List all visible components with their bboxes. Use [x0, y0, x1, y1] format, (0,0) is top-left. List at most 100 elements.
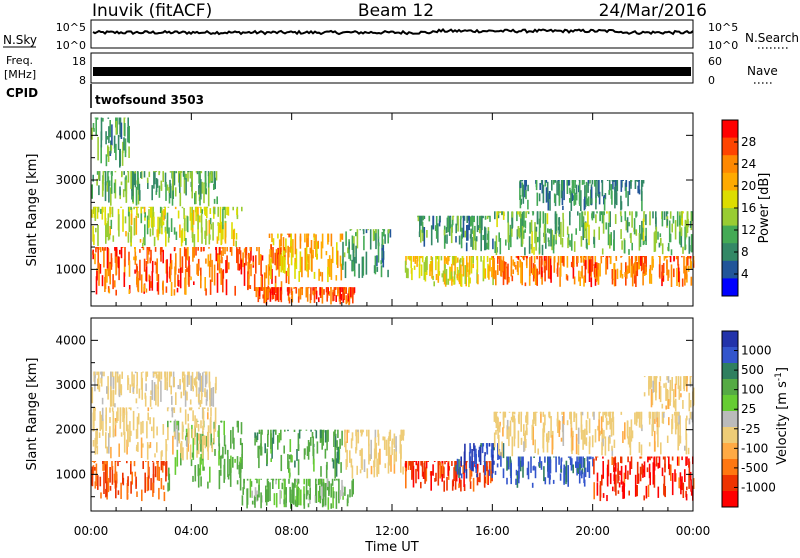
velocity-cell	[105, 481, 108, 497]
power-cell	[489, 257, 491, 272]
power-cell	[573, 256, 575, 267]
power-cell	[103, 248, 105, 268]
power-cell	[353, 287, 356, 293]
velocity-cell	[184, 409, 187, 425]
power-cell	[309, 247, 312, 254]
power-cell	[495, 235, 498, 255]
velocity-cell	[229, 459, 231, 476]
velocity-cell	[655, 456, 658, 467]
velocity-cell	[459, 466, 461, 476]
power-cell	[123, 272, 126, 287]
power-cell	[262, 294, 264, 299]
velocity-cell	[412, 461, 414, 467]
velocity-cell	[384, 463, 387, 469]
power-cell	[469, 216, 472, 227]
velocity-cell	[319, 478, 321, 485]
power-cell	[661, 264, 663, 278]
velocity-cell	[266, 478, 269, 488]
power-cell	[601, 211, 604, 224]
power-cell	[148, 206, 151, 208]
velocity-cell	[566, 420, 569, 426]
velocity-cell	[92, 407, 95, 418]
velocity-cell	[504, 411, 507, 418]
power-cell	[106, 268, 108, 283]
power-cell	[562, 205, 564, 210]
power-cell	[524, 247, 526, 256]
power-cell	[567, 237, 569, 249]
velocity-cell	[134, 471, 137, 477]
power-cell	[527, 211, 530, 215]
power-cell	[608, 211, 611, 223]
power-cell	[293, 287, 295, 289]
power-cell	[482, 234, 484, 241]
power-cell	[229, 247, 232, 253]
velocity-cell	[93, 419, 95, 427]
velocity-cell	[275, 429, 277, 435]
velocity-cell	[120, 432, 123, 437]
power-cell	[543, 224, 546, 243]
power-cell	[601, 248, 604, 255]
velocity-cell	[539, 411, 542, 414]
power-cell	[222, 209, 224, 230]
power-cell	[389, 229, 392, 238]
power-cell	[241, 206, 243, 212]
power-cell	[582, 225, 584, 241]
power-cell	[208, 172, 211, 184]
power-cell	[566, 180, 568, 186]
power-cell	[628, 256, 631, 274]
velocity-cell	[103, 471, 105, 494]
power-cell	[134, 269, 136, 274]
power-cell	[596, 266, 599, 277]
velocity-cell	[585, 420, 588, 435]
velocity-cell	[168, 467, 170, 480]
power-cell	[236, 208, 238, 216]
velocity-cell	[110, 446, 112, 459]
power-cell	[214, 177, 216, 190]
power-cell	[369, 229, 372, 250]
power-cell	[201, 227, 203, 244]
velocity-cell	[115, 471, 118, 488]
velocity-cell	[368, 429, 370, 447]
power-cell	[584, 211, 586, 216]
power-cell	[127, 232, 130, 243]
velocity-cell	[640, 411, 643, 420]
velocity-cell	[197, 464, 200, 477]
power-cell	[407, 268, 409, 279]
power-cell	[378, 242, 380, 247]
velocity-cell	[671, 456, 674, 461]
velocity-cell	[157, 461, 159, 462]
power-cell	[290, 248, 293, 266]
velocity-cell	[522, 456, 524, 466]
power-cell	[98, 171, 101, 181]
velocity-cell	[454, 461, 456, 469]
power-cell	[508, 235, 510, 250]
velocity-cell	[205, 398, 208, 406]
velocity-cell	[337, 447, 339, 464]
velocity-cell	[500, 452, 502, 467]
power-cell	[99, 247, 102, 253]
velocity-cell	[236, 456, 239, 470]
power-cell	[318, 297, 320, 303]
power-cell	[443, 256, 446, 272]
velocity-cell	[542, 428, 544, 449]
power-cell	[620, 211, 622, 217]
power-cell	[580, 236, 583, 247]
power-cell	[579, 276, 581, 286]
velocity-cell	[577, 468, 579, 473]
power-cell	[466, 215, 468, 223]
velocity-cell	[137, 442, 139, 452]
power-cell	[586, 198, 589, 206]
velocity-cell	[184, 390, 187, 407]
velocity-cell	[678, 477, 680, 489]
velocity-cell	[91, 461, 94, 462]
velocity-cell	[224, 444, 227, 455]
velocity-cell	[663, 412, 665, 418]
velocity-cell	[273, 493, 276, 506]
power-cell	[257, 287, 259, 291]
velocity-cell	[334, 433, 337, 448]
velocity-cell	[92, 465, 95, 475]
power-cell	[290, 287, 293, 289]
velocity-cell	[577, 427, 580, 445]
power-cell	[209, 217, 212, 225]
